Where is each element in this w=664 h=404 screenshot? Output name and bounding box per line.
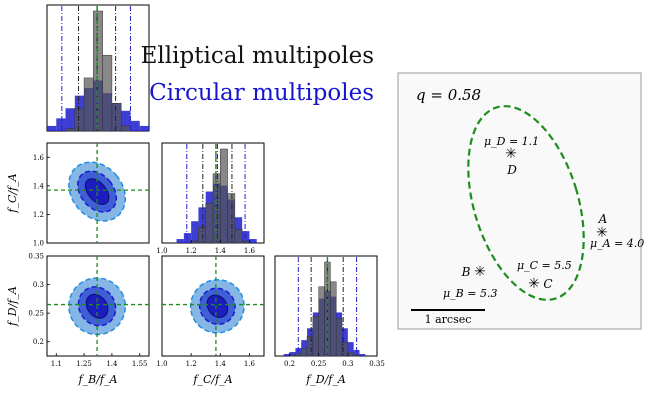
hist-fd-circular-bar xyxy=(353,350,360,356)
hist-fd-circular-bar xyxy=(295,348,302,356)
hist-fd-circular-bar xyxy=(289,352,296,356)
hist-fd-elliptical-bar xyxy=(300,347,308,357)
hist-fb-elliptical-bar xyxy=(102,54,113,132)
ytick-fd-label: 0.3 xyxy=(33,281,44,289)
ylabel-fc: f_C/f_A xyxy=(6,173,19,213)
xtick-fc-hist-label: 1.0 xyxy=(156,247,167,255)
panel-hist-fc xyxy=(161,142,265,244)
hist-fc-circular-bar xyxy=(183,233,192,243)
hist-fc-circular-bar xyxy=(191,221,199,243)
contour-fcfd-elliptical-1sigma xyxy=(206,294,229,318)
hist-fc-elliptical-bar xyxy=(241,240,250,244)
hist-fd-elliptical-bar xyxy=(330,281,337,357)
hist-fc-elliptical-bar xyxy=(220,148,228,244)
xlabel-fd: f_D/f_A xyxy=(305,373,346,386)
xlabel-fb: f_B/f_A xyxy=(78,373,118,386)
mu-b-label: μ_B = 5.3 xyxy=(443,287,497,300)
ytick-fc-label: 1.4 xyxy=(33,182,45,190)
hist-fb-circular-bar xyxy=(47,125,57,131)
hist-fc-circular-bar xyxy=(198,207,206,243)
image-d-label: D xyxy=(506,163,517,177)
hist-fc-elliptical-bar xyxy=(212,173,221,244)
panel-contour-fb-fd xyxy=(46,255,150,357)
panel-hist-fd xyxy=(274,255,378,357)
xtick-fc-label: 1.2 xyxy=(186,360,197,368)
hist-fc-circular-bar xyxy=(242,231,250,243)
image-b-marker: ✳ xyxy=(474,264,486,280)
hist-fb-circular-bar xyxy=(139,125,149,131)
hist-fb-circular-bar xyxy=(121,110,131,131)
hist-fd-elliptical-bar xyxy=(353,354,360,357)
image-b-label: B xyxy=(461,265,471,279)
hist-fb-elliptical-bar xyxy=(74,108,85,132)
ytick-fd-label: 0.25 xyxy=(28,310,44,318)
hist-fc-elliptical-bar xyxy=(227,193,236,244)
ytick-fd-label: 0.35 xyxy=(28,253,44,261)
legend-circular: Circular multipoles xyxy=(149,80,374,106)
hist-fd-elliptical-bar xyxy=(335,318,343,357)
hist-fb-circular-bar xyxy=(130,120,140,131)
hist-fd-elliptical-bar xyxy=(347,351,354,357)
xtick-fb-label: 1.25 xyxy=(76,360,92,368)
xtick-fd-label: 0.3 xyxy=(342,360,353,368)
mu-c-label: μ_C = 5.5 xyxy=(517,259,572,272)
hist-fb-circular-bar xyxy=(65,108,75,131)
hist-fc-circular-bar xyxy=(176,239,184,243)
hist-fb-elliptical-bar xyxy=(65,128,76,132)
image-c-label: C xyxy=(543,277,552,291)
xtick-fd-label: 0.25 xyxy=(311,360,327,368)
panel-contour-fb-fc xyxy=(46,142,150,244)
mu-a-label: μ_A = 4.0 xyxy=(590,237,644,250)
hist-fb-elliptical-bar xyxy=(111,102,122,132)
hist-fc-elliptical-bar xyxy=(205,203,214,244)
scale-bar-label: 1 arcsec xyxy=(425,313,472,326)
lens-panel: q = 0.58 μ_D = 1.1 ✳ D A ✳ μ_A = 4.0 μ_C… xyxy=(397,72,644,330)
hist-fb-elliptical-bar xyxy=(120,125,131,132)
xtick-fc-hist-label: 1.2 xyxy=(186,247,197,255)
panel-contour-fc-fd xyxy=(161,255,265,357)
hist-fc-elliptical-bar xyxy=(198,226,206,244)
caustic-ellipse xyxy=(467,105,585,301)
hist-fd-elliptical-bar xyxy=(318,286,325,357)
hist-fc-elliptical-bar xyxy=(234,228,243,244)
contour-fbfc-elliptical-1sigma xyxy=(84,178,110,205)
image-a-label: A xyxy=(598,212,608,226)
xtick-fc-label: 1.4 xyxy=(215,360,227,368)
hist-fd-elliptical-bar xyxy=(306,335,314,357)
hist-fb-circular-bar xyxy=(56,118,66,131)
xtick-fb-label: 1.55 xyxy=(132,360,148,368)
xlabel-fc: f_C/f_A xyxy=(192,373,232,386)
ylabel-fd: f_D/f_A xyxy=(6,286,19,327)
hist-fd-circular-bar xyxy=(359,354,366,356)
q-label: q = 0.58 xyxy=(416,86,481,104)
hist-fd-circular-bar xyxy=(283,354,290,356)
ytick-fc-label: 1.6 xyxy=(33,154,45,162)
hist-fd-elliptical-bar xyxy=(312,316,319,357)
xtick-fd-label: 0.35 xyxy=(369,360,385,368)
xtick-fc-label: 1.6 xyxy=(244,360,256,368)
xtick-fb-label: 1.1 xyxy=(51,360,62,368)
hist-fb-elliptical-bar xyxy=(93,10,103,132)
mu-d-label: μ_D = 1.1 xyxy=(484,135,539,148)
panel-hist-fb xyxy=(46,4,150,132)
hist-fc-elliptical-bar xyxy=(190,240,199,244)
xtick-fd-label: 0.2 xyxy=(284,360,295,368)
hist-fc-circular-bar xyxy=(249,239,257,243)
hist-fd-elliptical-bar xyxy=(289,354,296,357)
legend-elliptical: Elliptical multipoles xyxy=(141,43,374,69)
hist-fd-circular-bar xyxy=(347,342,354,356)
image-c-marker: ✳ xyxy=(528,276,540,292)
ytick-fc-label: 1.0 xyxy=(33,240,44,248)
xtick-fb-label: 1.4 xyxy=(106,360,118,368)
xtick-fc-hist-label: 1.4 xyxy=(215,247,227,255)
hist-fb-elliptical-bar xyxy=(83,77,94,132)
xtick-fc-hist-label: 1.6 xyxy=(244,247,256,255)
ytick-fc-label: 1.2 xyxy=(33,211,44,219)
ytick-fd-label: 0.2 xyxy=(33,338,44,346)
xtick-fc-label: 1.0 xyxy=(156,360,167,368)
image-a-marker: ✳ xyxy=(596,225,608,241)
image-d-marker: ✳ xyxy=(505,146,517,162)
